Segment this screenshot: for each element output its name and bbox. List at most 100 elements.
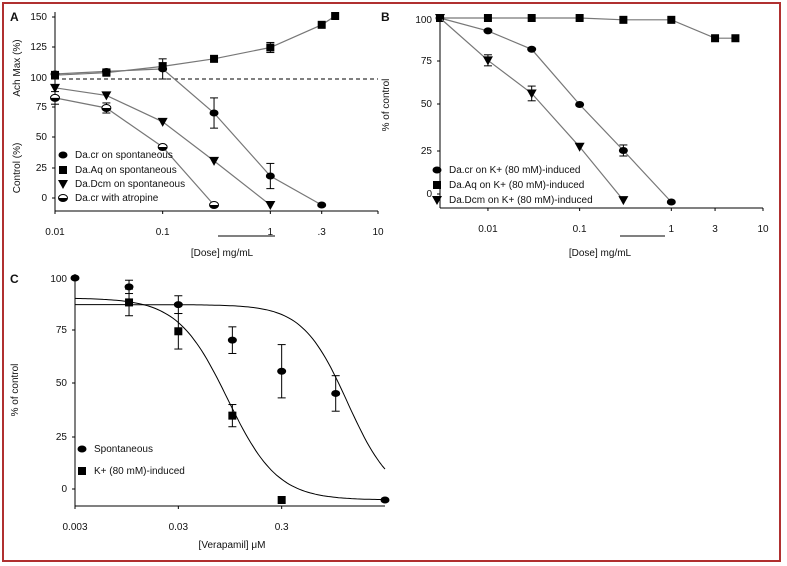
panel-a-series-2-point [102,68,111,77]
panel-b-series-1-point [575,100,585,108]
panel-c-ytick-label: 75 [56,325,68,336]
panel-a-series-4-point-fill [209,205,219,209]
panel-c-series-1-point [277,367,287,375]
panel-b-xtick-label: 0.1 [573,224,587,235]
panel-c-series-1-point [331,389,341,397]
panel-a-series-2-point [210,54,219,63]
panel-b-series-3-point [526,89,537,99]
panel-c-ytick-label: 0 [61,484,67,495]
panel-a-series-2-point [51,71,59,80]
panel-b-series-1-point [527,45,537,53]
panel-a-xlabel: [Dose] mg/mL [191,248,254,259]
panel-c-legend-marker [77,445,87,453]
panel-b-series-1-point [483,27,493,35]
panel-a-ylabel-upper: Ach Max (%) [12,39,23,96]
panel-c-xtick-label: 0.003 [62,522,87,533]
panel-b-xtick-label: 3 [712,224,718,235]
panel-a-xtick-label: 0.1 [156,227,170,238]
panel-c-xlabel: [Verapamil] μM [199,540,266,551]
panel-a-series-4-point [209,201,220,209]
panel-a-ytick-label: 25 [36,163,48,174]
panel-b-series-2-point [711,34,720,43]
panel-a-series-2-point [266,43,275,52]
panel-b-ytick-label: 0 [426,189,432,200]
panel-b-series-3-point [435,14,445,23]
panel-a-legend-marker [58,180,68,189]
panel-a-label: A [10,10,19,24]
panel-a-legend-label: Da.Dcm on spontaneous [75,179,185,190]
figure-frame [2,2,781,562]
panel-c-legend-marker [78,467,86,475]
panel-a-series-2-point [317,20,326,29]
panel-a-xtick-label: .3 [318,227,327,238]
panel-a-series-3-point [50,83,60,93]
panel-a-ylabel-lower: Control (%) [12,143,23,194]
panel-c-series-2-point [125,298,134,307]
panel-c-xtick-label: 0.03 [169,522,189,533]
panel-b-legend-marker [432,166,442,174]
panel-b-series-1-point [666,198,676,206]
panel-a-legend-marker [58,194,68,202]
panel-c-ytick-label: 50 [56,378,68,389]
panel-a-ytick-label: 150 [30,12,47,23]
panel-a-series-3-point [157,117,168,127]
panel-b-series-3-point [574,142,585,152]
panel-b-series-2-point [667,15,676,24]
panel-a-series-3-point [265,201,276,210]
panel-a-series-1-line [54,68,322,206]
panel-c-label: C [10,272,19,286]
panel-a-series-4-point [50,93,60,102]
panel-b-ytick-label: 75 [421,56,433,67]
panel-b-legend-label: Da.Dcm on K+ (80 mM)-induced [449,195,593,206]
panel-b-legend-marker [432,196,442,205]
panel-c-series-2-point [277,496,286,504]
panel-c-series-2-point [228,411,237,420]
panel-a-legend-label: Da.cr on spontaneous [75,150,173,161]
panel-b-label: B [381,10,390,24]
panel-b-series-2-point [483,14,492,22]
panel-a-ytick-label: 0 [41,193,47,204]
panel-b-legend-label: Da.Aq on K+ (80 mM)-induced [449,180,584,191]
panel-b-ytick-label: 100 [415,15,432,26]
panel-b-series-3-point [618,196,629,206]
panel-a-series-1-point [317,201,327,209]
panel-c-series-1-point [227,336,237,344]
panel-a-series-1-point [265,172,275,180]
panel-b-series-2-point [527,14,536,22]
panel-a-legend-label: Da.cr with atropine [75,193,159,204]
panel-a-series-4-line [54,97,215,206]
panel-a-legend-marker [58,151,68,159]
panel-a-ytick-label: 100 [30,73,47,84]
panel-a-series-4-point-fill [101,107,111,112]
panel-c-ytick-label: 25 [56,432,68,443]
panel-b-legend-marker [433,181,441,189]
panel-a-series-4-point-fill [158,147,168,151]
panel-b-series-2-line [440,17,736,39]
panel-b-xtick-label: 10 [757,224,769,235]
panel-a-series-2-point [158,62,167,71]
panel-c-series-1-point [70,274,80,282]
panel-b-xtick-label: 0.01 [478,224,498,235]
panel-a-ytick-label: 75 [36,102,48,113]
panel-a-series-2-line [54,15,336,76]
panel-a-series-4-point [101,103,112,112]
panel-c-ylabel: % of control [10,364,21,417]
panel-c-series-1-point [173,301,183,309]
panel-c-legend-label: Spontaneous [94,444,153,455]
panel-a-legend-marker-fill [58,198,68,202]
panel-a-xtick-label: 10 [372,227,384,238]
panel-b-legend-label: Da.cr on K+ (80 mM)-induced [449,165,580,176]
panel-a-ytick-label: 125 [30,42,47,53]
panel-b-ytick-label: 25 [421,146,433,157]
panel-b-series-1-point [618,146,628,154]
panel-b-ylabel: % of control [381,79,392,132]
panel-a-series-2-point [331,12,340,20]
panel-a-series-3-point [101,91,112,101]
panel-c-xtick-label: 0.3 [275,522,289,533]
panel-b-series-2-point [731,34,740,43]
panel-a-series-4-point [157,143,168,152]
panel-b-series-1-line [439,17,672,203]
panel-a-series-1-point [209,109,219,117]
panel-a-legend-label: Da.Aq on spontaneous [75,165,177,176]
